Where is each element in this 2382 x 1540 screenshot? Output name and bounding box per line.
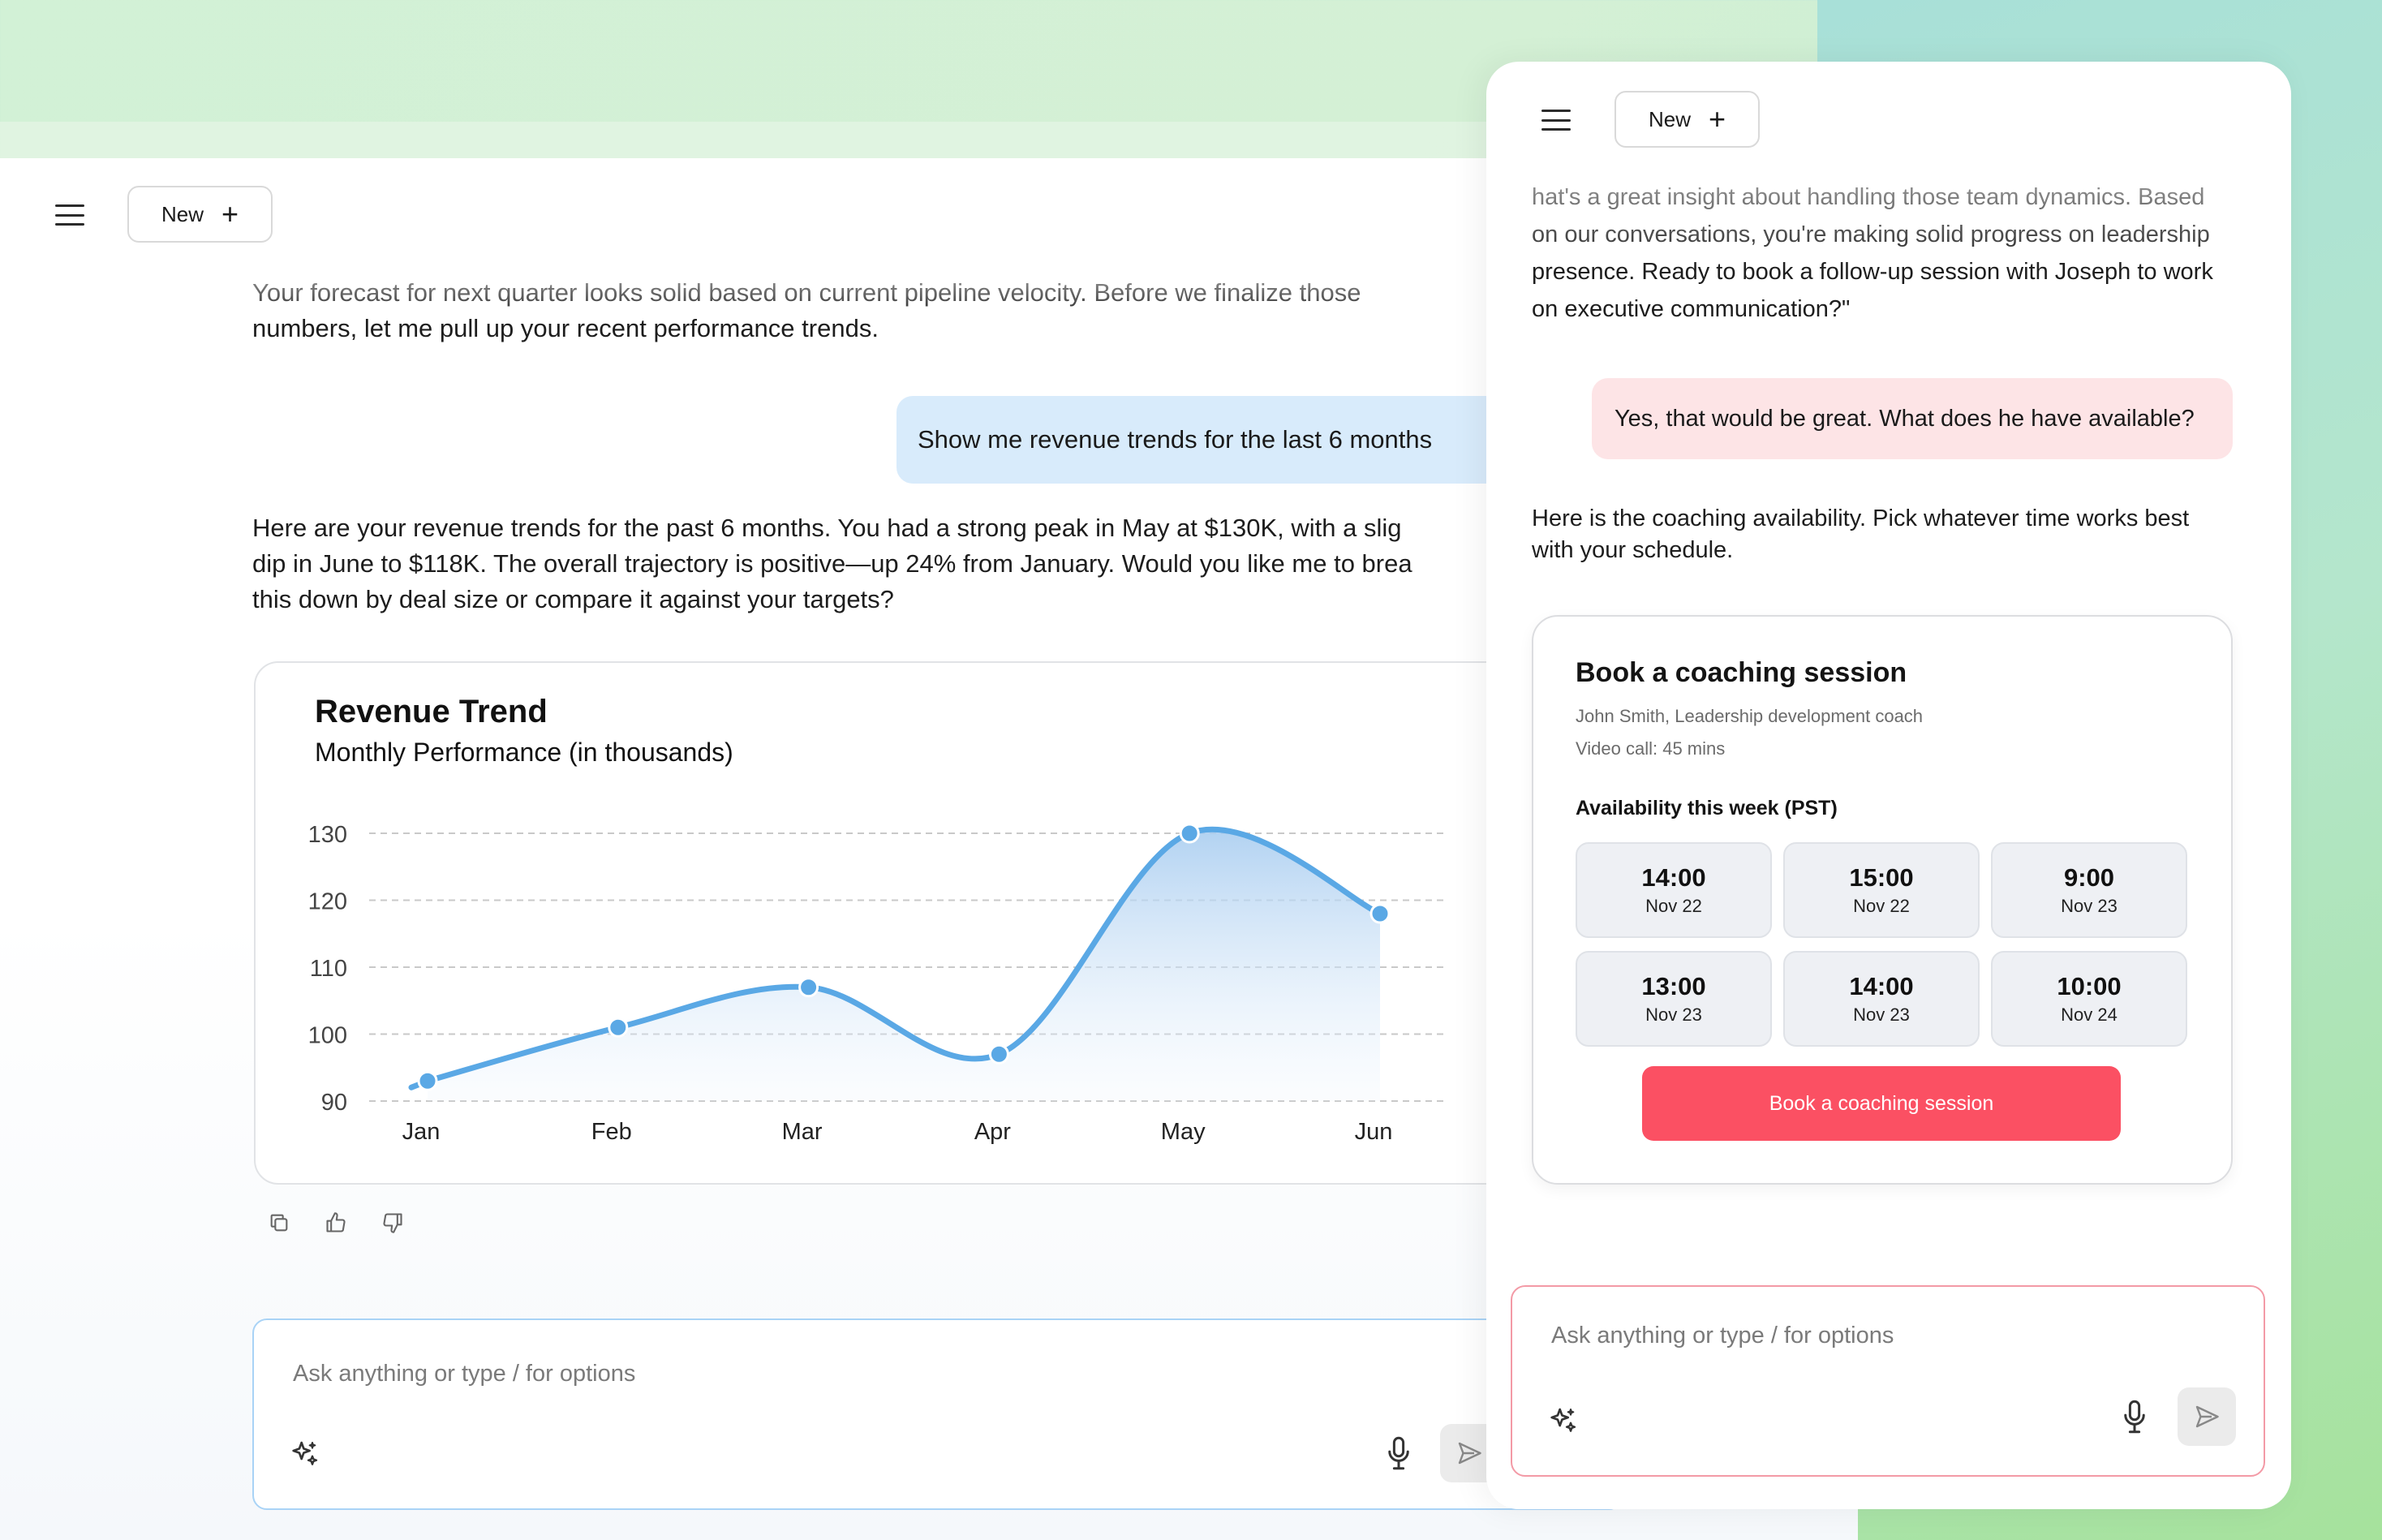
data-point — [798, 977, 819, 998]
booking-title: Book a coaching session — [1576, 657, 1907, 688]
x-tick-label: Mar — [782, 1119, 823, 1145]
book-session-button[interactable]: Book a coaching session — [1642, 1066, 2121, 1141]
y-tick-label: 130 — [308, 822, 347, 848]
slot-date: Nov 24 — [2061, 1004, 2118, 1025]
thumbs-up-icon[interactable] — [325, 1211, 347, 1234]
data-point — [1369, 903, 1391, 924]
assistant-prev-line: presence. Ready to book a follow-up sess… — [1532, 259, 2213, 285]
y-tick-label: 110 — [310, 956, 347, 982]
microphone-icon[interactable] — [1387, 1435, 1411, 1472]
assistant-reply-line: Here is the coaching availability. Pick … — [1532, 505, 2190, 531]
data-point — [1179, 823, 1200, 844]
sparkle-icon[interactable] — [288, 1439, 320, 1471]
microphone-icon[interactable] — [2122, 1398, 2147, 1435]
assistant-prev-line: on executive communication?" — [1532, 296, 1851, 322]
sparkle-icon[interactable] — [1546, 1405, 1579, 1438]
time-slot[interactable]: 14:00 Nov 23 — [1783, 951, 1980, 1047]
x-tick-label: Feb — [591, 1119, 632, 1145]
revenue-chart-card: Revenue Trend Monthly Performance (in th… — [254, 661, 1552, 1185]
assistant-prev-line: hat's a great insight about handling tho… — [1532, 184, 2205, 210]
chat-input-placeholder[interactable]: Ask anything or type / for options — [1551, 1323, 1894, 1349]
y-tick-label: 90 — [321, 1090, 347, 1116]
chat-input-placeholder[interactable]: Ask anything or type / for options — [293, 1361, 636, 1387]
data-point — [608, 1017, 629, 1038]
menu-icon[interactable] — [1541, 110, 1571, 131]
slot-date: Nov 22 — [1645, 896, 1702, 916]
time-slot[interactable]: 15:00 Nov 22 — [1783, 842, 1980, 938]
plus-icon: + — [1709, 102, 1726, 136]
data-point — [417, 1070, 438, 1091]
new-chat-button[interactable]: New + — [1615, 91, 1761, 148]
y-tick-label: 120 — [308, 889, 347, 915]
data-point — [988, 1043, 1009, 1065]
time-slot[interactable]: 9:00 Nov 23 — [1991, 842, 2187, 938]
slot-date: Nov 23 — [2061, 896, 2118, 916]
background-stripe — [0, 122, 1541, 158]
time-slot[interactable]: 10:00 Nov 24 — [1991, 951, 2187, 1047]
assistant-intro-line: Your forecast for next quarter looks sol… — [252, 278, 1361, 307]
chart-title: Revenue Trend — [315, 694, 548, 729]
x-tick-label: Jan — [402, 1119, 441, 1145]
coach-name: John Smith, Leadership development coach — [1576, 706, 1924, 726]
x-tick-label: Jun — [1355, 1119, 1393, 1145]
call-duration: Video call: 45 mins — [1576, 738, 1726, 759]
slot-time: 14:00 — [1849, 972, 1914, 1000]
area-fill — [428, 829, 1380, 1101]
revenue-chart: 90 100 110 120 130 Jan Feb Mar Apr May Jun — [308, 822, 1448, 1145]
slot-time: 10:00 — [2057, 972, 2122, 1000]
assistant-reply-line: this down by deal size or compare it aga… — [252, 585, 894, 613]
new-chat-label: New — [161, 201, 204, 226]
time-slot[interactable]: 13:00 Nov 23 — [1576, 951, 1772, 1047]
assistant-reply-line: Here are your revenue trends for the pas… — [252, 514, 1402, 542]
assistant-prev-line: on our conversations, you're making soli… — [1532, 222, 2210, 247]
send-icon — [1458, 1442, 1481, 1465]
slot-date: Nov 23 — [1853, 1004, 1910, 1025]
assistant-message-intro: Your forecast for next quarter looks sol… — [252, 275, 1361, 346]
menu-icon[interactable] — [55, 204, 84, 226]
new-chat-label: New — [1649, 106, 1692, 131]
user-message-bubble: Show me revenue trends for the last 6 mo… — [896, 396, 1513, 484]
availability-label: Availability this week (PST) — [1576, 797, 1838, 819]
series-line — [424, 826, 1383, 1084]
slot-time: 15:00 — [1849, 863, 1914, 892]
chart-subtitle: Monthly Performance (in thousands) — [315, 738, 733, 767]
slot-date: Nov 22 — [1853, 896, 1910, 916]
slot-time: 9:00 — [2063, 863, 2115, 892]
chat-input-box[interactable]: Ask anything or type / for options — [1511, 1285, 2265, 1477]
assistant-reply-line: with your schedule. — [1532, 537, 1734, 563]
assistant-message-reply: Here are your revenue trends for the pas… — [252, 510, 1486, 617]
new-chat-button[interactable]: New + — [127, 186, 273, 243]
slot-time: 13:00 — [1641, 972, 1706, 1000]
assistant-intro-line: numbers, let me pull up your recent perf… — [252, 314, 879, 342]
thumbs-down-icon[interactable] — [381, 1211, 404, 1234]
x-tick-label: Apr — [974, 1119, 1011, 1145]
x-tick-label: May — [1161, 1119, 1206, 1145]
plus-icon: + — [221, 197, 239, 230]
copy-icon[interactable] — [268, 1211, 290, 1234]
chat-input-box[interactable]: Ask anything or type / for options — [252, 1318, 1623, 1510]
user-message-bubble: Yes, that would be great. What does he h… — [1592, 378, 2233, 459]
message-actions — [268, 1211, 404, 1234]
send-icon — [2195, 1405, 2219, 1428]
slot-date: Nov 23 — [1645, 1004, 1702, 1025]
send-button[interactable] — [2178, 1387, 2236, 1446]
slot-time: 14:00 — [1641, 863, 1706, 892]
booking-card: Book a coaching session John Smith, Lead… — [1532, 615, 2233, 1185]
assistant-message-reply: Here is the coaching availability. Pick … — [1532, 503, 2189, 566]
time-slot[interactable]: 14:00 Nov 22 — [1576, 842, 1772, 938]
assistant-reply-line: dip in June to $118K. The overall trajec… — [252, 549, 1412, 578]
right-chat-window: New + hat's a great insight about handli… — [1486, 62, 2291, 1509]
y-tick-label: 100 — [308, 1023, 347, 1049]
assistant-message-previous: hat's a great insight about handling tho… — [1532, 179, 2213, 328]
